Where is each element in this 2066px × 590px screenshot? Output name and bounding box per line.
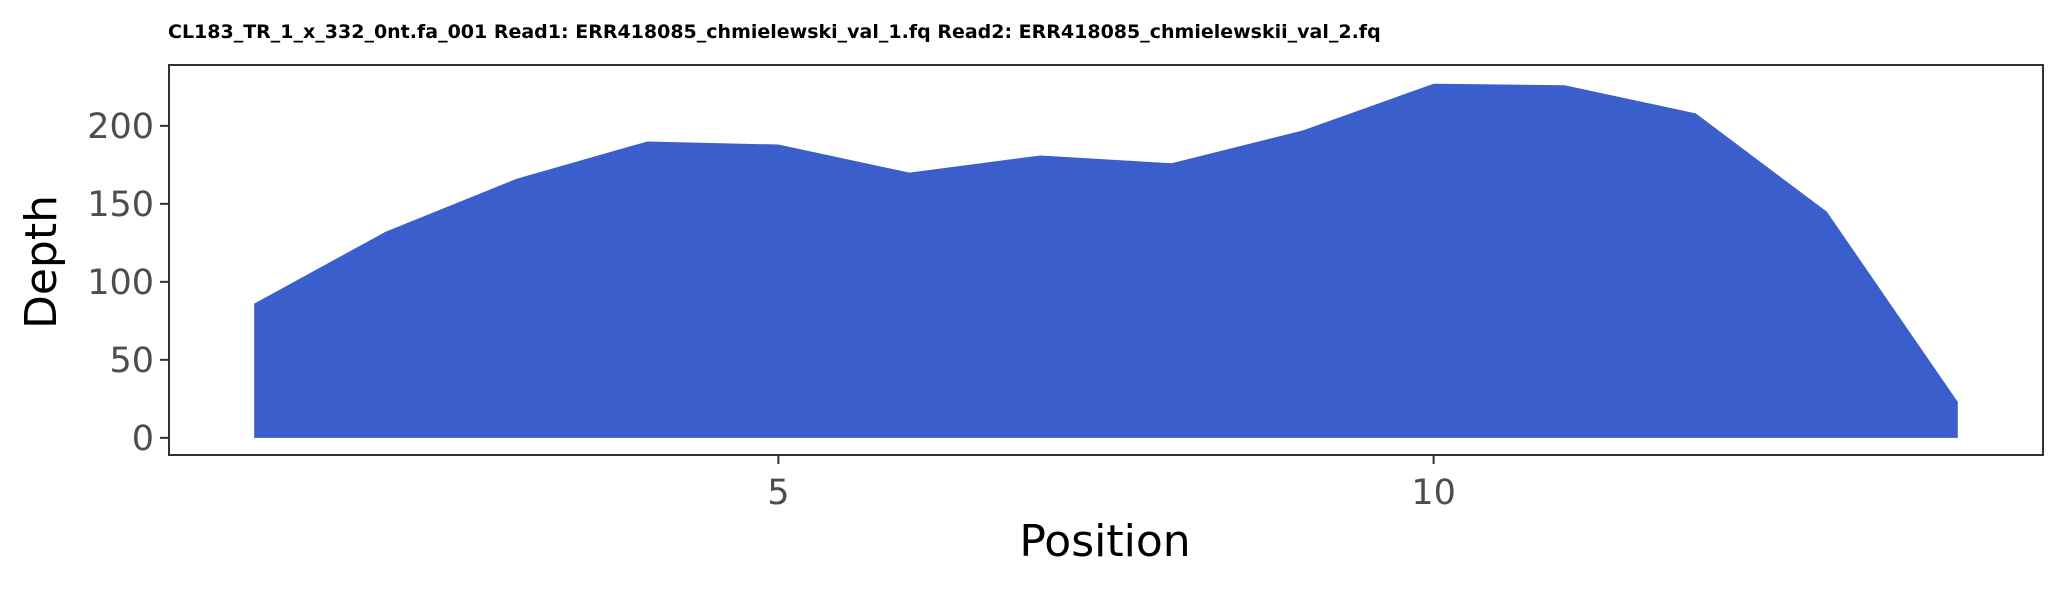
y-tick-label: 50 <box>109 341 154 381</box>
x-tick-label: 5 <box>767 473 789 513</box>
plot-area <box>168 64 2044 456</box>
y-tick-label: 150 <box>87 185 154 225</box>
y-tick-label: 0 <box>132 419 154 459</box>
panel-border <box>168 64 2044 456</box>
depth-area <box>254 83 1958 438</box>
y-tick-label: 100 <box>87 263 154 303</box>
y-axis: 0 50 100 150 200 <box>87 107 169 459</box>
x-tick-label: 10 <box>1411 473 1456 513</box>
y-axis-label: Depth <box>16 195 67 329</box>
chart-title: CL183_TR_1_x_332_0nt.fa_001 Read1: ERR41… <box>168 21 1381 43</box>
x-axis: 5 10 <box>767 455 1456 513</box>
y-tick-label: 200 <box>87 107 154 147</box>
x-axis-label: Position <box>1019 516 1190 567</box>
